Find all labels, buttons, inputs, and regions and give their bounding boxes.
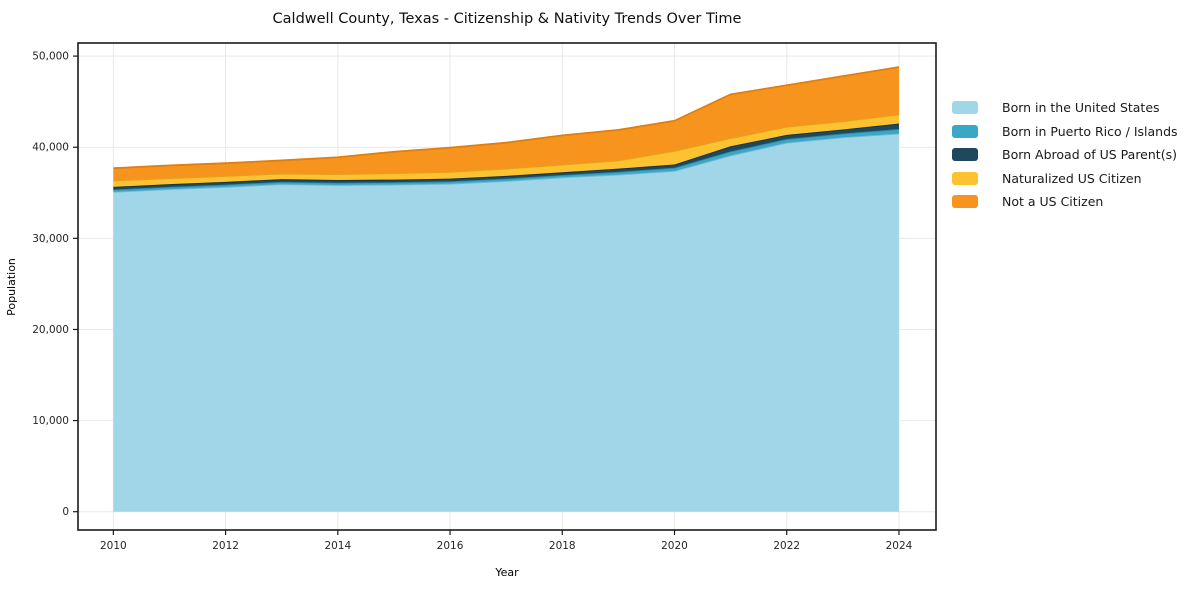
area-born-in-the-united-states — [113, 132, 900, 512]
legend-label: Born Abroad of US Parent(s) — [1002, 147, 1177, 162]
legend-item-born-abroad-of-us-parent-s: Born Abroad of US Parent(s) — [952, 148, 1178, 162]
x-tick-label: 2012 — [212, 540, 239, 552]
legend: Born in the United States Born in Puerto … — [952, 101, 1178, 209]
x-tick-label: 2014 — [324, 540, 351, 552]
axis-ticks — [73, 55, 900, 535]
plot-border — [77, 42, 937, 531]
y-tick-labels: 0 10,000 20,000 30,000 40,000 50,000 — [32, 51, 69, 519]
x-tick-label: 2018 — [549, 540, 576, 552]
chart-title: Caldwell County, Texas - Citizenship & N… — [273, 11, 742, 27]
legend-label: Born in the United States — [1002, 100, 1160, 115]
y-tick-label: 40,000 — [32, 142, 69, 154]
y-tick-label: 0 — [62, 506, 69, 518]
legend-label: Born in Puerto Rico / Islands — [1002, 123, 1178, 139]
x-tick-label: 2016 — [437, 540, 464, 552]
x-tick-label: 2010 — [100, 540, 127, 552]
legend-swatch-not-a-us-citizen — [952, 195, 978, 209]
x-axis-label: Year — [494, 566, 519, 579]
legend-swatch-born-in-puerto-rico-islands — [952, 124, 978, 138]
legend-label: Naturalized US Citizen — [1002, 170, 1142, 186]
x-tick-label: 2022 — [773, 540, 800, 552]
legend-item-naturalized-us-citizen: Naturalized US Citizen — [952, 170, 1178, 186]
y-tick-label: 50,000 — [32, 51, 69, 63]
y-tick-label: 10,000 — [32, 415, 69, 427]
x-tick-label: 2020 — [661, 540, 688, 552]
stacked-area-series — [113, 66, 900, 512]
legend-label: Not a US Citizen — [1002, 194, 1104, 209]
legend-swatch-naturalized-us-citizen — [952, 171, 978, 185]
legend-swatch-born-in-the-united-states — [952, 101, 978, 115]
y-axis-label: Population — [5, 258, 18, 316]
x-tick-labels: 2010 2012 2014 2016 2018 2020 2022 2024 — [100, 540, 913, 552]
x-tick-label: 2024 — [886, 540, 913, 552]
y-tick-label: 20,000 — [32, 324, 69, 336]
legend-swatch-born-abroad-of-us-parent-s — [952, 148, 978, 162]
area-not-a-us-citizen — [113, 66, 900, 181]
legend-item-born-in-the-united-states: Born in the United States — [952, 101, 1178, 115]
legend-item-born-in-puerto-rico-islands: Born in Puerto Rico / Islands — [952, 123, 1178, 139]
legend-item-not-a-us-citizen: Not a US Citizen — [952, 195, 1178, 209]
y-tick-label: 30,000 — [32, 233, 69, 245]
